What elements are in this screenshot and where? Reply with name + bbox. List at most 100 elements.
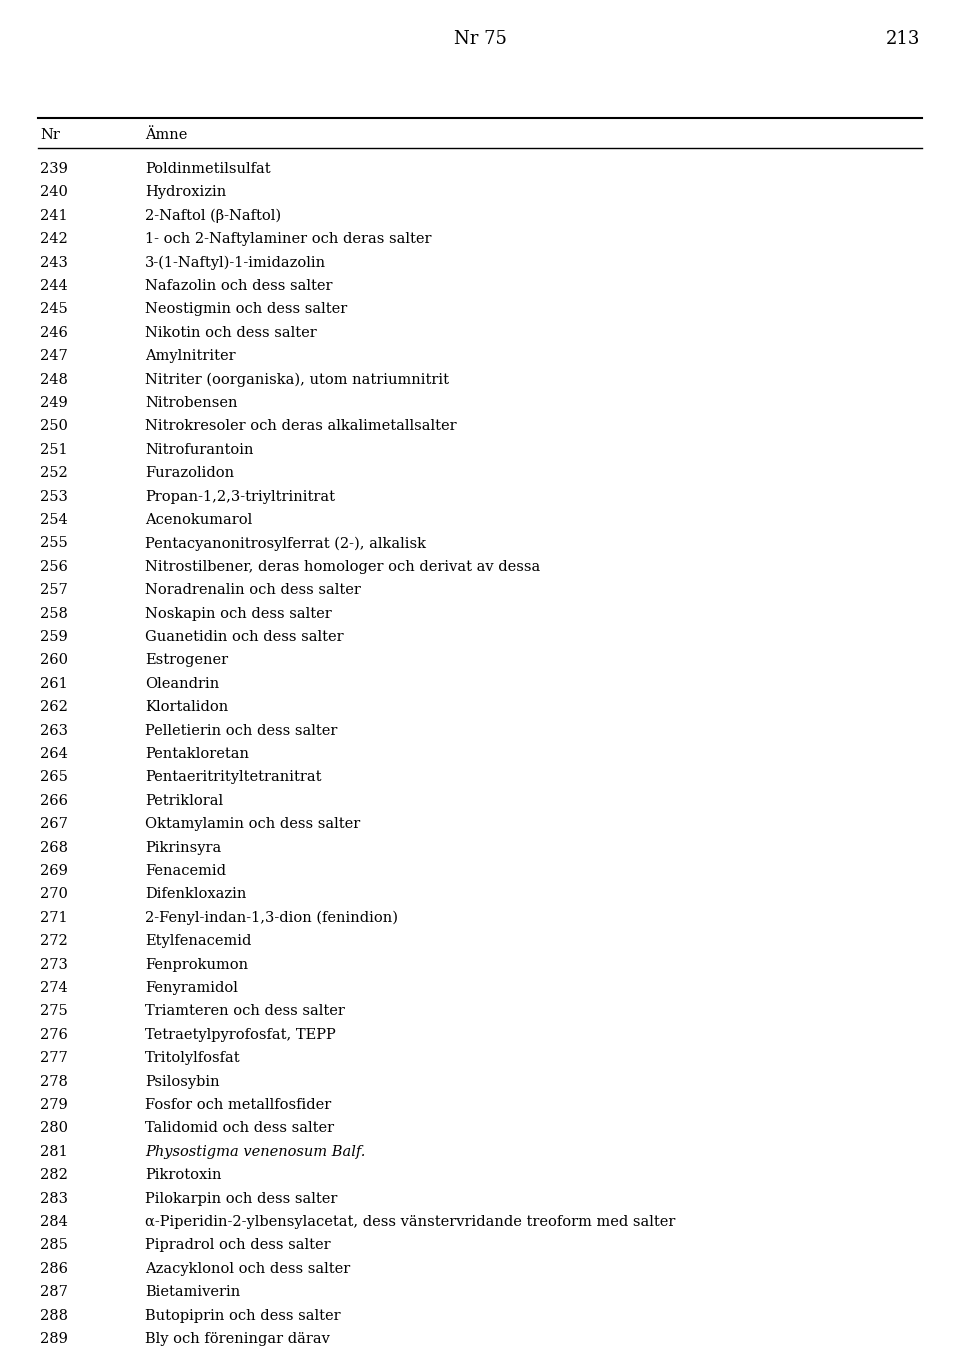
- Text: 281: 281: [40, 1144, 68, 1159]
- Text: Etylfenacemid: Etylfenacemid: [145, 934, 252, 948]
- Text: 245: 245: [40, 303, 68, 316]
- Text: 275: 275: [40, 1004, 68, 1019]
- Text: 246: 246: [40, 326, 68, 340]
- Text: Nafazolin och dess salter: Nafazolin och dess salter: [145, 280, 332, 293]
- Text: Nitrofurantoin: Nitrofurantoin: [145, 443, 253, 457]
- Text: 249: 249: [40, 396, 68, 409]
- Text: Physostigma venenosum Balf.: Physostigma venenosum Balf.: [145, 1144, 366, 1159]
- Text: 280: 280: [40, 1121, 68, 1135]
- Text: Butopiprin och dess salter: Butopiprin och dess salter: [145, 1309, 341, 1323]
- Text: 259: 259: [40, 630, 68, 644]
- Text: Nr 75: Nr 75: [453, 30, 507, 49]
- Text: Triamteren och dess salter: Triamteren och dess salter: [145, 1004, 345, 1019]
- Text: 289: 289: [40, 1332, 68, 1346]
- Text: 282: 282: [40, 1169, 68, 1182]
- Text: Nikotin och dess salter: Nikotin och dess salter: [145, 326, 317, 340]
- Text: 247: 247: [40, 349, 68, 363]
- Text: Petrikloral: Petrikloral: [145, 794, 223, 808]
- Text: 262: 262: [40, 700, 68, 715]
- Text: 284: 284: [40, 1215, 68, 1229]
- Text: Difenkloxazin: Difenkloxazin: [145, 888, 247, 901]
- Text: Oleandrin: Oleandrin: [145, 677, 219, 690]
- Text: 257: 257: [40, 584, 68, 597]
- Text: Pikrinsyra: Pikrinsyra: [145, 840, 221, 855]
- Text: Amylnitriter: Amylnitriter: [145, 349, 235, 363]
- Text: 261: 261: [40, 677, 68, 690]
- Text: 279: 279: [40, 1098, 68, 1112]
- Text: 239: 239: [40, 162, 68, 176]
- Text: 2-Fenyl-indan-1,3-dion (fenindion): 2-Fenyl-indan-1,3-dion (fenindion): [145, 911, 398, 925]
- Text: 242: 242: [40, 232, 68, 246]
- Text: 263: 263: [40, 724, 68, 738]
- Text: Pilokarpin och dess salter: Pilokarpin och dess salter: [145, 1192, 337, 1205]
- Text: 277: 277: [40, 1051, 68, 1065]
- Text: 260: 260: [40, 654, 68, 667]
- Text: 240: 240: [40, 185, 68, 200]
- Text: Pelletierin och dess salter: Pelletierin och dess salter: [145, 724, 337, 738]
- Text: Estrogener: Estrogener: [145, 654, 228, 667]
- Text: 2-Naftol (β-Naftol): 2-Naftol (β-Naftol): [145, 209, 281, 223]
- Text: 285: 285: [40, 1239, 68, 1252]
- Text: Pentaeritrityltetranitrat: Pentaeritrityltetranitrat: [145, 770, 322, 785]
- Text: Ämne: Ämne: [145, 128, 187, 142]
- Text: Fenyramidol: Fenyramidol: [145, 981, 238, 994]
- Text: 268: 268: [40, 840, 68, 855]
- Text: 213: 213: [886, 30, 920, 49]
- Text: Azacyklonol och dess salter: Azacyklonol och dess salter: [145, 1262, 350, 1275]
- Text: 288: 288: [40, 1309, 68, 1323]
- Text: Oktamylamin och dess salter: Oktamylamin och dess salter: [145, 817, 360, 831]
- Text: Fosfor och metallfosfider: Fosfor och metallfosfider: [145, 1098, 331, 1112]
- Text: Bly och föreningar därav: Bly och föreningar därav: [145, 1332, 330, 1346]
- Text: Poldinmetilsulfat: Poldinmetilsulfat: [145, 162, 271, 176]
- Text: Noradrenalin och dess salter: Noradrenalin och dess salter: [145, 584, 361, 597]
- Text: Nr: Nr: [40, 128, 60, 142]
- Text: 278: 278: [40, 1074, 68, 1089]
- Text: 273: 273: [40, 958, 68, 971]
- Text: Fenacemid: Fenacemid: [145, 865, 226, 878]
- Text: Hydroxizin: Hydroxizin: [145, 185, 227, 200]
- Text: Bietamiverin: Bietamiverin: [145, 1285, 240, 1300]
- Text: 251: 251: [40, 443, 67, 457]
- Text: Neostigmin och dess salter: Neostigmin och dess salter: [145, 303, 348, 316]
- Text: 243: 243: [40, 255, 68, 270]
- Text: 255: 255: [40, 536, 68, 550]
- Text: 254: 254: [40, 513, 68, 527]
- Text: 258: 258: [40, 607, 68, 620]
- Text: α-Piperidin-2-ylbensylacetat, dess vänstervridande treoform med salter: α-Piperidin-2-ylbensylacetat, dess vänst…: [145, 1215, 676, 1229]
- Text: 241: 241: [40, 209, 67, 223]
- Text: 287: 287: [40, 1285, 68, 1300]
- Text: Nitrokresoler och deras alkalimetallsalter: Nitrokresoler och deras alkalimetallsalt…: [145, 419, 457, 434]
- Text: Pentakloretan: Pentakloretan: [145, 747, 249, 761]
- Text: 276: 276: [40, 1028, 68, 1042]
- Text: 3-(1-Naftyl)-1-imidazolin: 3-(1-Naftyl)-1-imidazolin: [145, 255, 326, 270]
- Text: 266: 266: [40, 794, 68, 808]
- Text: Talidomid och dess salter: Talidomid och dess salter: [145, 1121, 334, 1135]
- Text: 264: 264: [40, 747, 68, 761]
- Text: 271: 271: [40, 911, 67, 925]
- Text: Tetraetylpyrofosfat, TEPP: Tetraetylpyrofosfat, TEPP: [145, 1028, 336, 1042]
- Text: 283: 283: [40, 1192, 68, 1205]
- Text: 250: 250: [40, 419, 68, 434]
- Text: Fenprokumon: Fenprokumon: [145, 958, 248, 971]
- Text: 272: 272: [40, 934, 68, 948]
- Text: Propan-1,2,3-triyltrinitrat: Propan-1,2,3-triyltrinitrat: [145, 489, 335, 504]
- Text: 253: 253: [40, 489, 68, 504]
- Text: Noskapin och dess salter: Noskapin och dess salter: [145, 607, 332, 620]
- Text: 270: 270: [40, 888, 68, 901]
- Text: Psilosybin: Psilosybin: [145, 1074, 220, 1089]
- Text: 1- och 2-Naftylaminer och deras salter: 1- och 2-Naftylaminer och deras salter: [145, 232, 431, 246]
- Text: Nitrostilbener, deras homologer och derivat av dessa: Nitrostilbener, deras homologer och deri…: [145, 559, 540, 574]
- Text: 269: 269: [40, 865, 68, 878]
- Text: Pentacyanonitrosylferrat (2-), alkalisk: Pentacyanonitrosylferrat (2-), alkalisk: [145, 536, 426, 551]
- Text: Tritolylfosfat: Tritolylfosfat: [145, 1051, 241, 1065]
- Text: Klortalidon: Klortalidon: [145, 700, 228, 715]
- Text: 256: 256: [40, 559, 68, 574]
- Text: Pikrotoxin: Pikrotoxin: [145, 1169, 222, 1182]
- Text: 265: 265: [40, 770, 68, 785]
- Text: Nitrobensen: Nitrobensen: [145, 396, 237, 409]
- Text: 244: 244: [40, 280, 68, 293]
- Text: 248: 248: [40, 373, 68, 386]
- Text: 252: 252: [40, 466, 68, 480]
- Text: 274: 274: [40, 981, 68, 994]
- Text: Acenokumarol: Acenokumarol: [145, 513, 252, 527]
